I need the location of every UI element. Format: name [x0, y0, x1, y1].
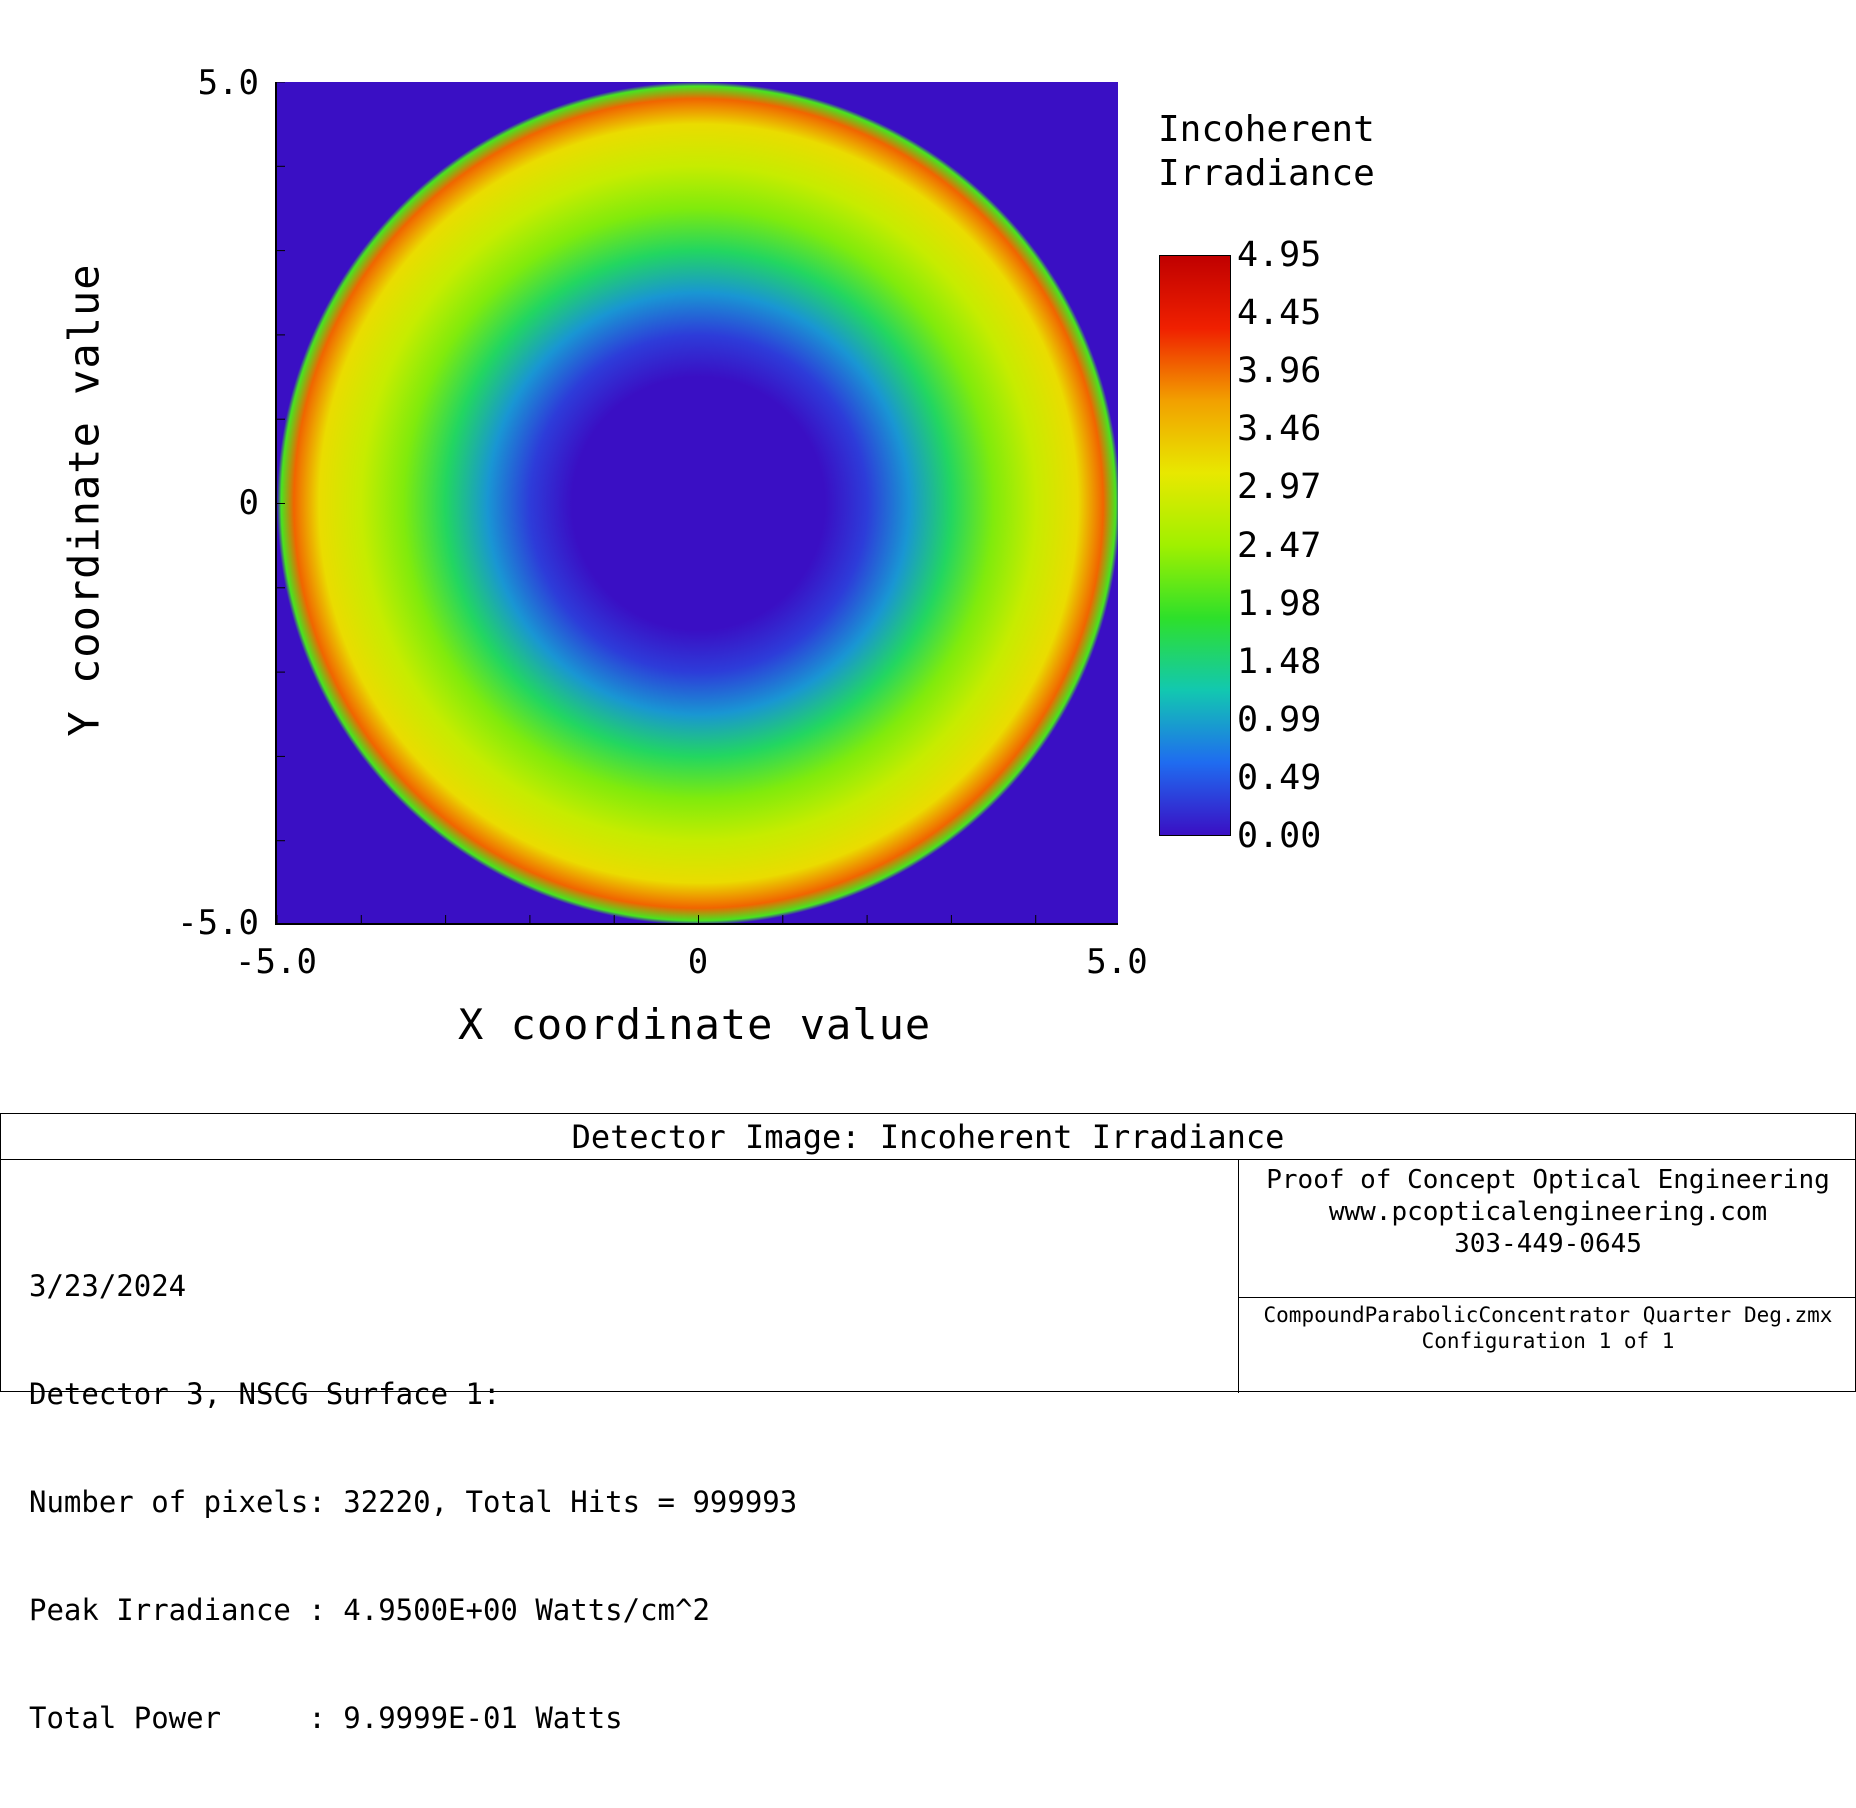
file-name: CompoundParabolicConcentrator Quarter De… [1263, 1303, 1833, 1327]
y-tick-label-top: 5.0 [197, 63, 259, 103]
colorbar [1159, 255, 1231, 836]
x-tick-label-right: 5.0 [1086, 942, 1148, 982]
company-block: Proof of Concept Optical Engineering www… [1239, 1160, 1856, 1298]
file-block: CompoundParabolicConcentrator Quarter De… [1239, 1300, 1856, 1354]
x-tick-label-left: -5.0 [235, 942, 317, 982]
info-pixels: Number of pixels: 32220, Total Hits = 99… [29, 1485, 798, 1519]
info-panel: Detector Image: Incoherent Irradiance 3/… [0, 1113, 1856, 1735]
colorbar-tick-label: 0.99 [1237, 699, 1322, 740]
x-axis-title: X coordinate value [458, 1000, 932, 1049]
heatmap-plot-area [275, 82, 1118, 925]
x-tick-label-mid: 0 [687, 942, 709, 982]
colorbar-tick-label: 0.49 [1237, 757, 1322, 798]
company-phone: 303-449-0645 [1454, 1229, 1642, 1259]
colorbar-tick-label: 3.46 [1237, 409, 1322, 450]
colorbar-tick-label: 2.47 [1237, 525, 1322, 566]
colorbar-tick-label: 0.00 [1237, 816, 1322, 856]
colorbar-tick-label: 2.97 [1237, 467, 1322, 508]
info-peak-irradiance: Peak Irradiance : 4.9500E+00 Watts/cm^2 [29, 1593, 710, 1627]
colorbar-tick-label: 1.98 [1237, 583, 1322, 624]
info-details: 3/23/2024 Detector 3, NSCG Surface 1: Nu… [29, 1196, 797, 1808]
info-title: Detector Image: Incoherent Irradiance [1, 1114, 1855, 1160]
colorbar-tick-label: 3.96 [1237, 351, 1322, 392]
company-website: www.pcopticalengineering.com [1328, 1197, 1768, 1227]
colorbar-tick-label: 4.95 [1237, 235, 1322, 275]
colorbar-tick-label: 1.48 [1237, 641, 1322, 682]
y-tick-label-bottom: -5.0 [177, 903, 259, 943]
colorbar-title: Incoherent Irradiance [1158, 109, 1375, 194]
info-total-power: Total Power : 9.9999E-01 Watts [29, 1701, 623, 1735]
info-detector: Detector 3, NSCG Surface 1: [29, 1377, 501, 1411]
info-date: 3/23/2024 [29, 1269, 187, 1303]
irradiance-disc [277, 82, 1118, 923]
configuration-label: Configuration 1 of 1 [1421, 1329, 1675, 1353]
y-axis-title: Y coordinate value [59, 263, 109, 737]
info-right-panel: Proof of Concept Optical Engineering www… [1238, 1160, 1856, 1393]
company-name: Proof of Concept Optical Engineering [1266, 1165, 1830, 1195]
colorbar-tick-label: 4.45 [1237, 293, 1322, 334]
heatmap-canvas [277, 82, 1118, 923]
y-tick-label-mid: 0 [238, 483, 259, 523]
